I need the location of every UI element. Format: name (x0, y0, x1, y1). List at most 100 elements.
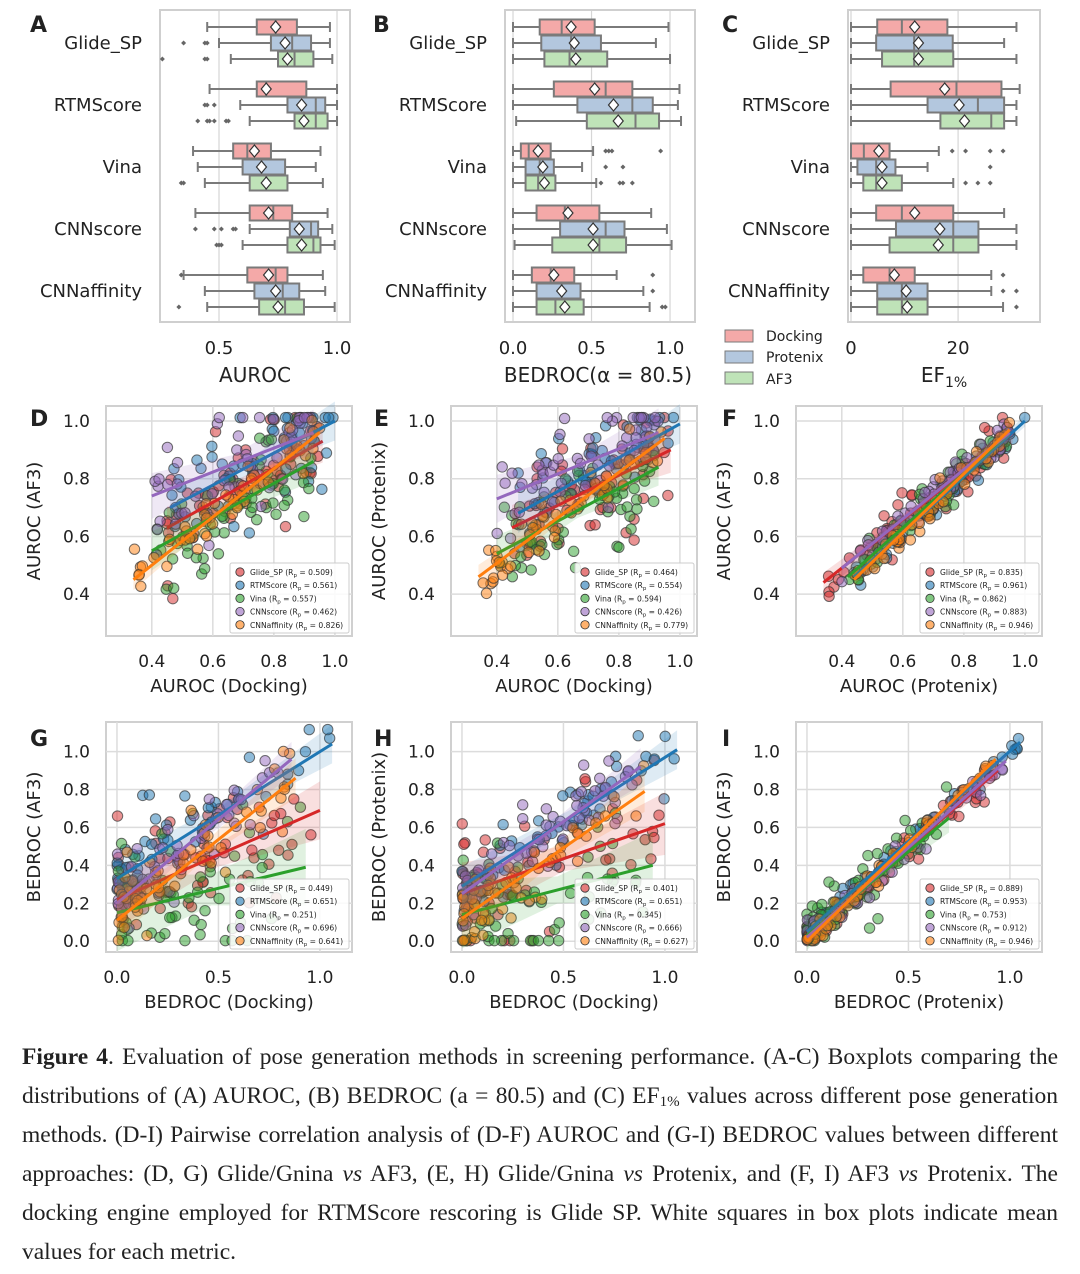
data-point-cnnscore (162, 823, 174, 836)
outlier-point (987, 180, 993, 186)
outlier-point (603, 164, 609, 170)
legend-rp-value: = 0.946) (997, 621, 1033, 630)
legend-label-glide_sp: Glide_SP (Rp = 0.449) (250, 884, 333, 895)
mean-marker (888, 268, 901, 282)
mean-marker (555, 284, 568, 298)
data-point-cnnscore (171, 456, 184, 469)
data-point-vina (303, 482, 315, 495)
x-axis-label: AUROC (Protenix) (840, 676, 998, 697)
legend-rp-value: = 0.889) (987, 884, 1023, 893)
data-point-vina (270, 508, 282, 521)
caption-vs: vs (342, 1161, 363, 1187)
outlier-point (975, 180, 981, 186)
legend-rp-value: = 0.651) (301, 897, 337, 906)
caption-text-5: Protenix. The docking engine employed fo… (22, 1161, 1058, 1265)
legend-subscript: p (983, 889, 987, 895)
data-point-cnnscore (504, 532, 517, 545)
data-point-glide_sp (978, 421, 991, 434)
y-tick-label: 0.8 (63, 470, 90, 490)
data-point-cnnaffinity (457, 934, 470, 947)
data-point-glide_sp (896, 487, 908, 499)
legend-subscript: p (638, 889, 642, 895)
outlier-point (1000, 272, 1006, 278)
legend-marker-rtmscore (925, 896, 935, 906)
data-point-cnnscore (516, 799, 529, 811)
x-tick-label: 0.6 (544, 652, 571, 672)
legend-rp-value: = 0.464) (642, 568, 678, 577)
data-point-vina (863, 922, 876, 934)
mean-marker (938, 82, 951, 96)
mean-marker (295, 238, 308, 252)
legend-rp-value: = 0.961) (991, 581, 1027, 590)
x-tick-label: 1.0 (996, 968, 1023, 988)
data-point-cnnscore (635, 411, 647, 424)
legend-box (574, 562, 695, 634)
data-point-cnnscore (558, 412, 571, 425)
mean-marker (587, 238, 599, 252)
outlier-point (598, 180, 604, 186)
data-point-cnnaffinity (477, 929, 489, 941)
y-axis-label: BEDROC (AF3) (24, 772, 45, 903)
legend-subscript: p (988, 902, 992, 908)
data-point-rtmscore (299, 745, 312, 758)
legend-label-rtmscore: RTMScore (Rp = 0.651) (250, 897, 337, 908)
data-point-cnnscore (649, 411, 661, 424)
outlier-point (949, 148, 955, 154)
scatter-f: 0.4 0.6 0.8 1.0 0.4 0.6 0.8 1.0 AUROC (Protenix)… (714, 405, 1043, 697)
fit-line-cnnscore (461, 765, 642, 896)
legend-subscript: p (649, 942, 653, 948)
legend-subscript: p (967, 915, 971, 921)
category-label: CNNaffinity (385, 281, 487, 302)
fit-line-rtmscore (517, 422, 681, 515)
legend-rp-value: = 0.462) (301, 608, 337, 617)
data-point-cnnaffinity (496, 569, 509, 581)
data-point-vina (115, 837, 128, 850)
fit-line-cnnscore (151, 431, 315, 498)
data-point-cnnscore (552, 453, 564, 465)
data-point-vina (212, 548, 225, 560)
data-point-cnnscore (255, 500, 267, 513)
data-point-cnnscore (974, 789, 987, 802)
legend-label-glide_sp: Glide_SP (Rp = 0.509) (250, 568, 333, 579)
x-axis-label: AUROC (Docking) (150, 676, 308, 697)
fit-line-cnnaffinity (116, 776, 297, 922)
x-axis-label-subscript: 1% (945, 375, 967, 391)
scatter-legend: Glide_SP (Rp = 0.889) RTMScore (Rp = 0.95… (919, 878, 1040, 950)
outlier-point (617, 180, 623, 186)
legend-label-glide_sp: Glide_SP (Rp = 0.835) (940, 568, 1023, 579)
data-point-vina (631, 503, 643, 515)
data-point-cnnaffinity (630, 810, 642, 822)
data-point-vina (166, 553, 179, 565)
legend-rp-value: = 0.753) (971, 910, 1007, 919)
data-point-vina (250, 513, 263, 526)
x-axis-label: BEDROC (Docking) (489, 992, 659, 1013)
data-point-rtmscore (668, 753, 680, 765)
legend-label-vina: Vina (Rp = 0.753) (940, 910, 1007, 921)
data-point-cnnscore (603, 755, 615, 767)
x-tick-label: 1.0 (306, 968, 333, 988)
data-point-vina (872, 913, 884, 925)
data-point-vina (194, 871, 207, 883)
legend-marker-cnnaffinity (580, 620, 590, 630)
data-point-rtmscore (658, 793, 670, 805)
data-point-vina (621, 501, 633, 513)
data-point-glide_sp (823, 590, 835, 603)
outlier-point (181, 40, 187, 46)
box-protenix (926, 96, 1006, 114)
data-point-vina (256, 861, 268, 874)
data-point-rtmscore (557, 790, 569, 802)
data-point-glide_sp (111, 810, 124, 822)
fit-line-cnnscore (116, 758, 293, 905)
data-point-vina (457, 854, 469, 866)
y-tick-label: 0.4 (408, 856, 435, 876)
outlier-point (195, 118, 201, 124)
data-point-vina (278, 499, 290, 512)
data-point-rtmscore (497, 818, 509, 831)
legend-label-cnnaffinity: CNNaffinity (Rp = 0.627) (595, 937, 688, 948)
data-point-glide_sp (458, 838, 470, 850)
panel-letter-d: D (30, 407, 48, 432)
data-point-glide_sp (892, 499, 904, 511)
outlier-point (218, 242, 224, 248)
fit-line-cnnaffinity (852, 428, 1011, 581)
data-point-cnnaffinity (924, 512, 936, 525)
